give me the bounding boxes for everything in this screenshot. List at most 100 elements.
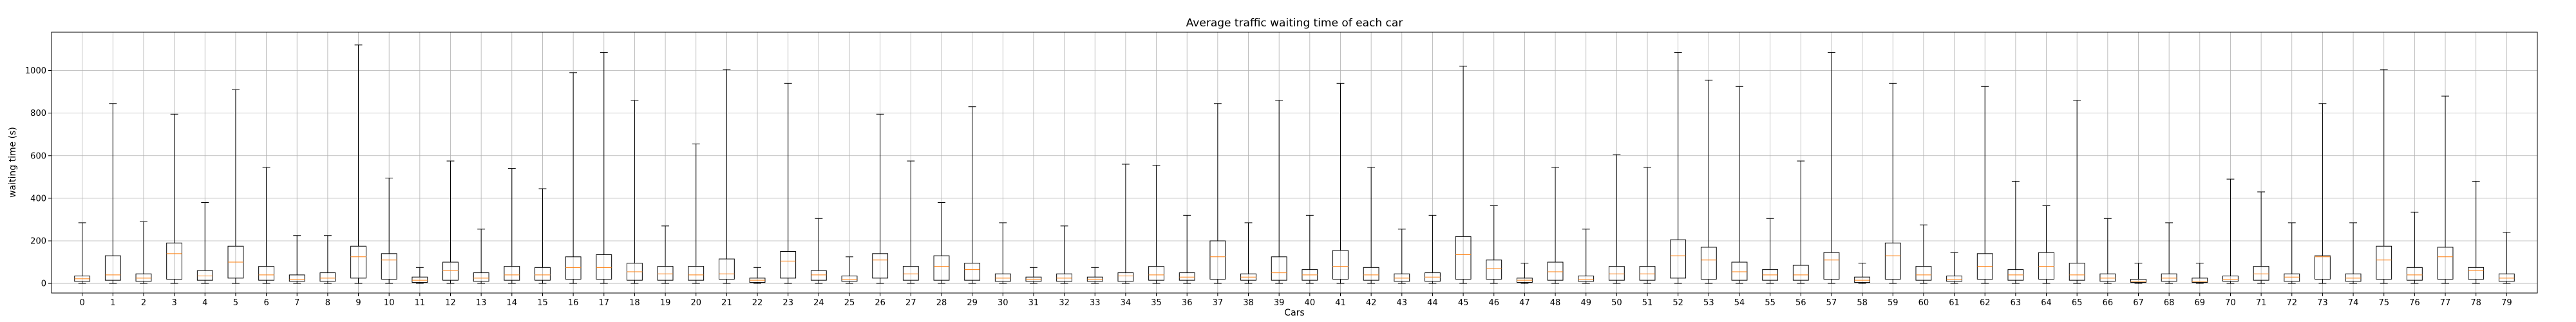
iqr-box [2222, 276, 2239, 282]
x-tick-label: 14 [507, 298, 518, 308]
box-plot-item [1025, 267, 1042, 284]
box-plot-item [227, 89, 244, 284]
box-plot-item [1946, 252, 1962, 284]
iqr-box [2099, 273, 2116, 282]
x-tick-label: 33 [1090, 298, 1101, 308]
iqr-box [902, 266, 919, 281]
box-plot-item [841, 256, 858, 284]
x-tick-label: 26 [875, 298, 886, 308]
x-tick-label: 52 [1672, 298, 1683, 308]
box-plot-item [872, 113, 889, 284]
x-tick-label: 75 [2378, 298, 2389, 308]
box-plot-item [258, 167, 274, 284]
box-plot-item [1056, 225, 1073, 284]
iqr-box [565, 256, 582, 280]
chart-title: Average traffic waiting time of each car [1186, 17, 1403, 30]
x-tick-label: 16 [568, 298, 579, 308]
x-tick-label: 42 [1366, 298, 1377, 308]
x-tick-label: 62 [1980, 298, 1991, 308]
box-plot-item [1792, 160, 1809, 284]
y-tick-label: 800 [30, 109, 46, 118]
x-tick-label: 53 [1703, 298, 1714, 308]
box-plot-item [1608, 154, 1625, 284]
x-tick-label: 36 [1182, 298, 1193, 308]
box-plot-item [2315, 103, 2331, 284]
iqr-box [688, 266, 705, 281]
x-tick-label: 44 [1427, 298, 1438, 308]
box-plot-item [902, 160, 919, 284]
iqr-box [1209, 240, 1226, 280]
box-plot-item [2253, 191, 2269, 284]
iqr-box [535, 267, 551, 281]
x-tick-label: 60 [1918, 298, 1929, 308]
iqr-box [350, 245, 366, 279]
x-tick-label: 8 [325, 298, 330, 308]
x-tick-label: 9 [355, 298, 361, 308]
x-tick-label: 58 [1857, 298, 1868, 308]
x-tick-label: 38 [1243, 298, 1254, 308]
box-plot-item [1578, 229, 1595, 284]
x-tick-label: 51 [1642, 298, 1653, 308]
x-tick-label: 69 [2195, 298, 2206, 308]
box-plot-item [319, 235, 336, 284]
x-tick-label: 72 [2286, 298, 2297, 308]
x-tick-label: 54 [1734, 298, 1745, 308]
iqr-box [1179, 272, 1195, 281]
box-plot-item [350, 44, 366, 284]
box-plot-item [1762, 218, 1779, 284]
box-plot-item [1455, 66, 1472, 284]
iqr-box [104, 255, 121, 281]
iqr-box [994, 273, 1011, 282]
box-plot-item [2192, 263, 2208, 284]
x-tick-label: 68 [2164, 298, 2175, 308]
iqr-box [1608, 266, 1625, 281]
x-tick-label: 1 [110, 298, 115, 308]
box-plot-item [1209, 103, 1226, 284]
box-plot-item [749, 267, 766, 284]
x-tick-label: 46 [1488, 298, 1499, 308]
box-plot-item [473, 229, 489, 284]
box-plot-item [74, 222, 91, 284]
x-tick-label: 24 [813, 298, 824, 308]
x-tick-label: 76 [2409, 298, 2420, 308]
x-tick-label: 45 [1458, 298, 1469, 308]
box-plot-item [2099, 218, 2116, 284]
box-plot-item [442, 160, 459, 284]
box-plot-item [718, 69, 735, 284]
box-plot-item [596, 52, 612, 284]
iqr-box [1056, 273, 1073, 282]
iqr-box [1332, 250, 1349, 280]
box-plot-item [994, 222, 1011, 284]
x-tick-label: 63 [2011, 298, 2022, 308]
x-tick-label: 27 [905, 298, 916, 308]
box-plot-item [2069, 100, 2085, 284]
x-tick-label: 12 [445, 298, 456, 308]
iqr-box [1148, 266, 1164, 281]
x-tick-label: 2 [141, 298, 146, 308]
iqr-box [166, 242, 183, 280]
x-tick-label: 78 [2470, 298, 2481, 308]
box-plot-item [1394, 229, 1410, 284]
x-tick-label: 37 [1213, 298, 1224, 308]
x-tick-label: 67 [2133, 298, 2144, 308]
box-plot-item [2345, 222, 2362, 284]
x-tick-label: 50 [1611, 298, 1622, 308]
y-tick-label: 600 [30, 151, 46, 161]
x-tick-label: 0 [80, 298, 85, 308]
tick-layer: 0 1 2 3 4 5 6 7 8 9 10 11 12 13 14 15 16 17 18 19 20 21 22 23 24… [25, 66, 2512, 308]
x-tick-label: 55 [1765, 298, 1776, 308]
box-plot-item [2007, 180, 2024, 284]
iqr-box [319, 272, 336, 282]
x-tick-label: 57 [1826, 298, 1837, 308]
box-plot-item [2406, 211, 2423, 284]
x-tick-label: 41 [1335, 298, 1346, 308]
iqr-box [412, 276, 428, 283]
iqr-box [1670, 239, 1687, 279]
box-plot-item [810, 218, 827, 284]
box-plot-item [1854, 263, 1871, 284]
x-tick-label: 79 [2501, 298, 2512, 308]
iqr-box [2315, 255, 2331, 280]
x-tick-label: 7 [294, 298, 299, 308]
x-tick-label: 31 [1028, 298, 1039, 308]
box-plot-item [780, 82, 797, 284]
